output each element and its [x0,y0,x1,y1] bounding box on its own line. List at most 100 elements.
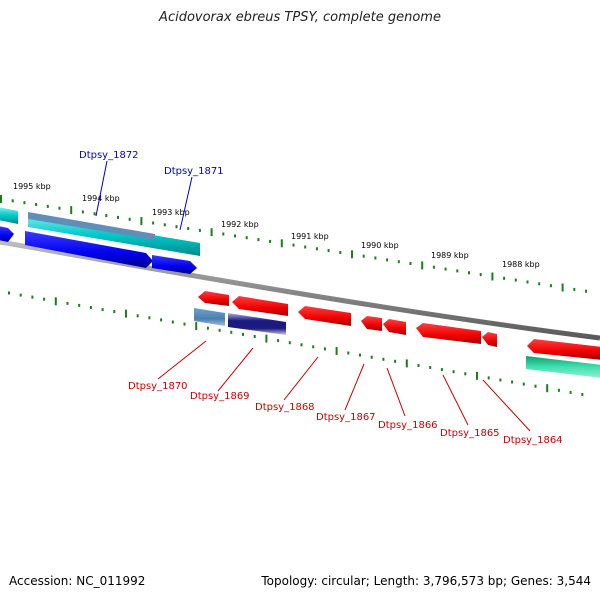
ruler-major-tick [491,272,494,281]
ruler-minor-tick [386,258,389,262]
gene-label-dtpsy-1867[interactable]: Dtpsy_1867 [316,412,376,423]
ruler-minor-tick [569,390,572,394]
ruler-minor-tick [19,293,22,297]
ruler-major-tick [265,334,268,343]
cds-feature-red[interactable] [198,291,229,306]
gene-label-dtpsy-1872[interactable]: Dtpsy_1872 [79,150,139,161]
label-leader-line [217,347,254,392]
ruler-minor-tick [206,326,209,330]
ruler-minor-tick [327,249,330,253]
gene-label-dtpsy-1866[interactable]: Dtpsy_1866 [378,420,438,431]
ruler-minor-tick [152,221,155,225]
ruler-minor-tick [362,254,365,258]
cds-feature-teal[interactable] [0,207,18,224]
gene-label-dtpsy-1865[interactable]: Dtpsy_1865 [440,428,500,439]
ruler-minor-tick [117,215,119,219]
cds-feature-red[interactable] [298,306,351,326]
cds-feature-red[interactable] [361,316,382,331]
cds-feature-red[interactable] [232,296,288,316]
cds-feature-steel[interactable] [194,308,225,326]
ruler-label: 1993 kbp [152,208,190,217]
ruler-minor-tick [35,203,38,206]
ruler-minor-tick [253,335,256,338]
gene-label-dtpsy-1868[interactable]: Dtpsy_1868 [255,402,315,413]
ruler-minor-tick [456,269,459,273]
ruler-labels: 1995 kbp 1994 kbp 1993 kbp 1992 kbp 1991… [13,182,540,269]
ruler-ticks-lower [8,291,584,396]
label-leader-line [442,374,469,426]
ruler-minor-tick [511,380,514,384]
ruler-minor-tick [43,297,46,301]
ruler-minor-tick [101,308,104,312]
label-leader-line [344,363,365,411]
cds-feature-navy[interactable] [228,313,286,335]
ruler-label: 1994 kbp [82,194,120,203]
ruler-minor-tick [573,287,576,291]
ruler-minor-tick [81,210,84,214]
label-leader-line [386,367,406,417]
ruler-minor-tick [175,225,178,229]
gene-label-dtpsy-1864[interactable]: Dtpsy_1864 [503,435,563,446]
ruler-minor-tick [93,212,96,216]
ruler-minor-tick [432,265,435,269]
ruler-minor-tick [136,314,139,318]
genome-backbone [0,239,600,341]
label-leader-line [283,356,319,401]
ruler-ticks-upper [0,195,587,293]
cds-feature-red[interactable] [416,323,481,344]
ruler-minor-tick [23,201,26,205]
forward-gene-labels: Dtpsy_1872 Dtpsy_1871 [79,150,224,231]
ruler-minor-tick [581,393,584,396]
ruler-minor-tick [347,351,350,355]
ruler-major-tick [335,347,338,355]
cds-feature-steel[interactable] [28,212,155,240]
ruler-minor-tick [479,273,482,277]
ruler-minor-tick [113,310,116,314]
ruler-minor-tick [242,332,244,336]
ruler-label: 1988 kbp [502,260,540,269]
ruler-minor-tick [245,236,248,240]
map-title: Acidovorax ebreus TPSY, complete genome [159,10,441,25]
cds-feature-blue[interactable] [0,226,14,242]
ruler-minor-tick [394,359,397,363]
cds-feature-blue[interactable] [152,255,197,274]
ruler-minor-tick [487,376,490,380]
ruler-minor-tick [514,278,517,282]
cds-feature-blue[interactable] [25,231,153,268]
cds-feature-seagreen[interactable] [526,356,600,378]
label-leader-line [179,176,193,231]
cds-feature-red[interactable] [527,339,600,360]
ruler-minor-tick [300,343,303,347]
ruler-minor-tick [526,280,529,284]
ruler-minor-tick [417,364,420,367]
ruler-major-tick [561,283,564,292]
ruler-minor-tick [148,316,151,320]
ruler-major-tick [125,309,127,318]
gene-label-dtpsy-1871[interactable]: Dtpsy_1871 [164,166,224,177]
ruler-minor-tick [292,243,295,247]
ruler-minor-tick [538,282,541,286]
cds-feature-red[interactable] [383,319,406,335]
cds-feature-red[interactable] [482,332,497,347]
ruler-minor-tick [257,238,260,242]
ruler-minor-tick [452,370,455,374]
ruler-minor-tick [370,355,373,359]
ruler-major-tick [405,359,408,368]
ruler-minor-tick [105,214,108,218]
ruler-minor-tick [288,341,291,345]
ruler-label: 1990 kbp [361,241,399,250]
ruler-major-tick [54,297,57,306]
ruler-minor-tick [89,306,92,309]
ruler-major-tick [280,239,283,248]
ruler-minor-tick [444,267,447,271]
gene-label-dtpsy-1869[interactable]: Dtpsy_1869 [190,391,250,402]
ruler-minor-tick [218,328,221,332]
ruler-major-tick [421,261,424,270]
ruler-minor-tick [339,251,342,254]
ruler-minor-tick [11,199,14,203]
ruler-minor-tick [468,271,470,275]
ruler-minor-tick [440,368,443,372]
gene-label-dtpsy-1870[interactable]: Dtpsy_1870 [128,381,188,392]
